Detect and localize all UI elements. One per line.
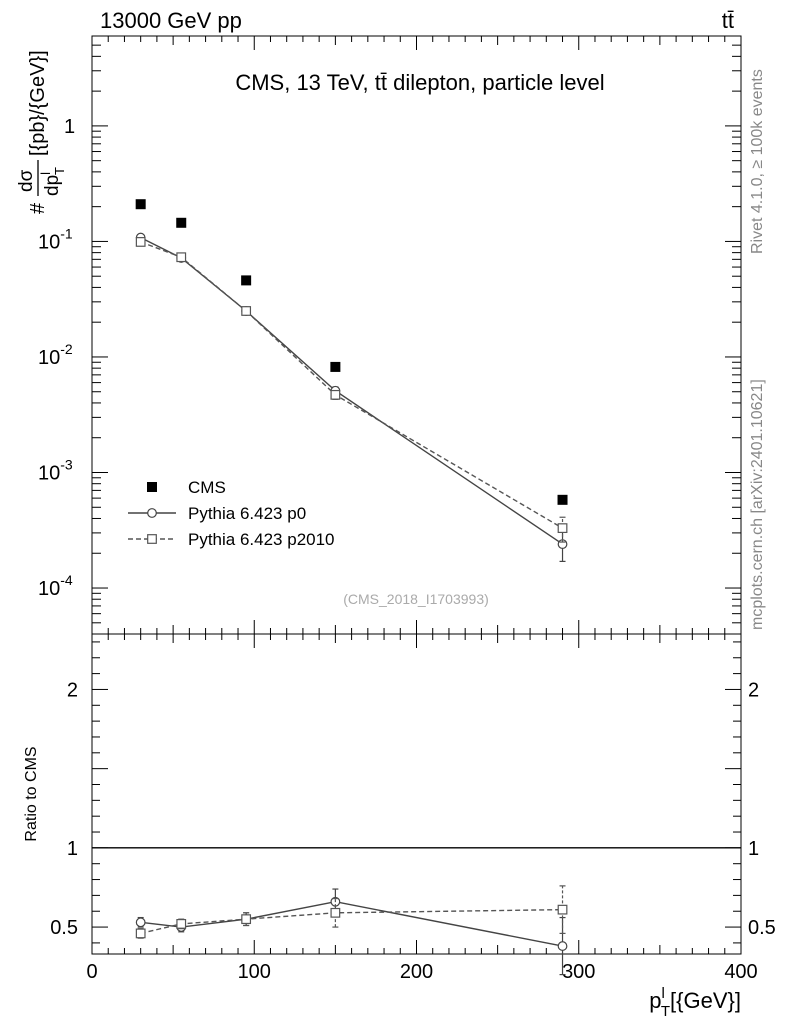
legend-marker (147, 534, 157, 544)
main-data-point (557, 494, 568, 505)
y-label-denominator: dplT (38, 167, 67, 196)
ratio-y-tick-label-right: 2 (748, 679, 759, 701)
legend: CMS Pythia 6.423 p0 Pythia 6.423 p2010 (128, 478, 335, 549)
process-label: tt̄ (722, 8, 734, 33)
analysis-watermark: (CMS_2018_I1703993) (343, 591, 489, 607)
chart-title: CMS, 13 TeV, tt̄ dilepton, particle leve… (235, 70, 604, 95)
ratio-y-tick-label-left: 2 (67, 679, 78, 701)
ratio-data-point (135, 917, 146, 928)
main-series-line (140, 241, 563, 529)
y-label-units: [{pb}/{GeV}] (27, 50, 49, 156)
mcplots-label: mcplots.cern.ch [arXiv:2401.10621] (749, 379, 766, 630)
y-label-numerator: dσ (16, 169, 37, 192)
ratio-panel-frame (91, 633, 742, 955)
main-series-cms (135, 199, 568, 505)
ratio-data-point (241, 914, 252, 925)
legend-label: CMS (188, 478, 226, 497)
main-data-point (176, 252, 187, 263)
main-y-axis-label: # dσ dplT [{pb}/{GeV}] (16, 50, 67, 214)
main-y-tick-label: 10-4 (38, 572, 73, 600)
x-axis-label: pl T[{GeV}] (649, 985, 741, 1020)
ratio-data-point (557, 941, 568, 951)
main-data-point (135, 237, 146, 247)
main-data-point (330, 361, 341, 372)
ratio-y-tick-label-left: 0.5 (50, 917, 78, 939)
legend-marker (147, 482, 157, 492)
main-data-point (241, 306, 252, 316)
main-y-tick-label: 1 (64, 116, 75, 138)
legend-label: Pythia 6.423 p0 (188, 504, 306, 523)
main-y-tick-labels: 10-4 10-3 10-2 10-1 1 (38, 116, 75, 600)
main-series-line (140, 236, 563, 545)
x-tick-label: 0 (86, 961, 97, 983)
ratio-series-line (140, 908, 563, 935)
x-tick-label: 200 (400, 961, 433, 983)
main-series-p2010 (135, 237, 568, 543)
legend-marker (147, 508, 157, 518)
main-series-layer (135, 199, 568, 563)
ratio-series-layer (135, 885, 568, 976)
x-tick-labels: 0 100 200 300 400 (86, 961, 757, 983)
main-data-point (330, 389, 341, 400)
ratio-y-tick-labels: 0.5 0.5 1 1 2 2 (50, 679, 776, 939)
x-tick-label: 100 (238, 961, 271, 983)
legend-item: Pythia 6.423 p0 (128, 504, 306, 523)
main-y-tick-label: 10-1 (38, 225, 73, 253)
ratio-data-point (176, 919, 187, 929)
x-tick-label: 400 (724, 961, 757, 983)
legend-item: Pythia 6.423 p2010 (128, 530, 335, 549)
main-data-point (135, 199, 146, 210)
y-label-hash: # (27, 202, 49, 214)
x-tick-label: 300 (562, 961, 595, 983)
main-y-tick-label: 10-2 (38, 341, 73, 369)
main-panel-ticks (91, 35, 742, 635)
ratio-data-point (557, 904, 568, 915)
main-data-point (557, 523, 568, 534)
main-y-tick-label: 10-3 (38, 456, 73, 484)
ratio-data-point (330, 907, 341, 918)
ratio-series-line (140, 901, 563, 947)
ratio-y-tick-label-left: 1 (67, 838, 78, 860)
legend-item: CMS (147, 478, 226, 497)
main-data-point (176, 217, 187, 228)
ratio-series-p2010 (135, 885, 568, 939)
ratio-data-point (135, 928, 146, 939)
rivet-version-label: Rivet 4.1.0, ≥ 100k events (749, 69, 766, 254)
ratio-series-p0 (135, 888, 568, 976)
ratio-panel-ticks (91, 634, 742, 954)
energy-label: 13000 GeV pp (100, 8, 242, 33)
legend-label: Pythia 6.423 p2010 (188, 530, 335, 549)
ratio-y-axis-label: Ratio to CMS (23, 746, 40, 841)
ratio-y-tick-label-right: 1 (748, 838, 759, 860)
main-data-point (241, 275, 252, 286)
ratio-y-tick-label-right: 0.5 (748, 917, 776, 939)
